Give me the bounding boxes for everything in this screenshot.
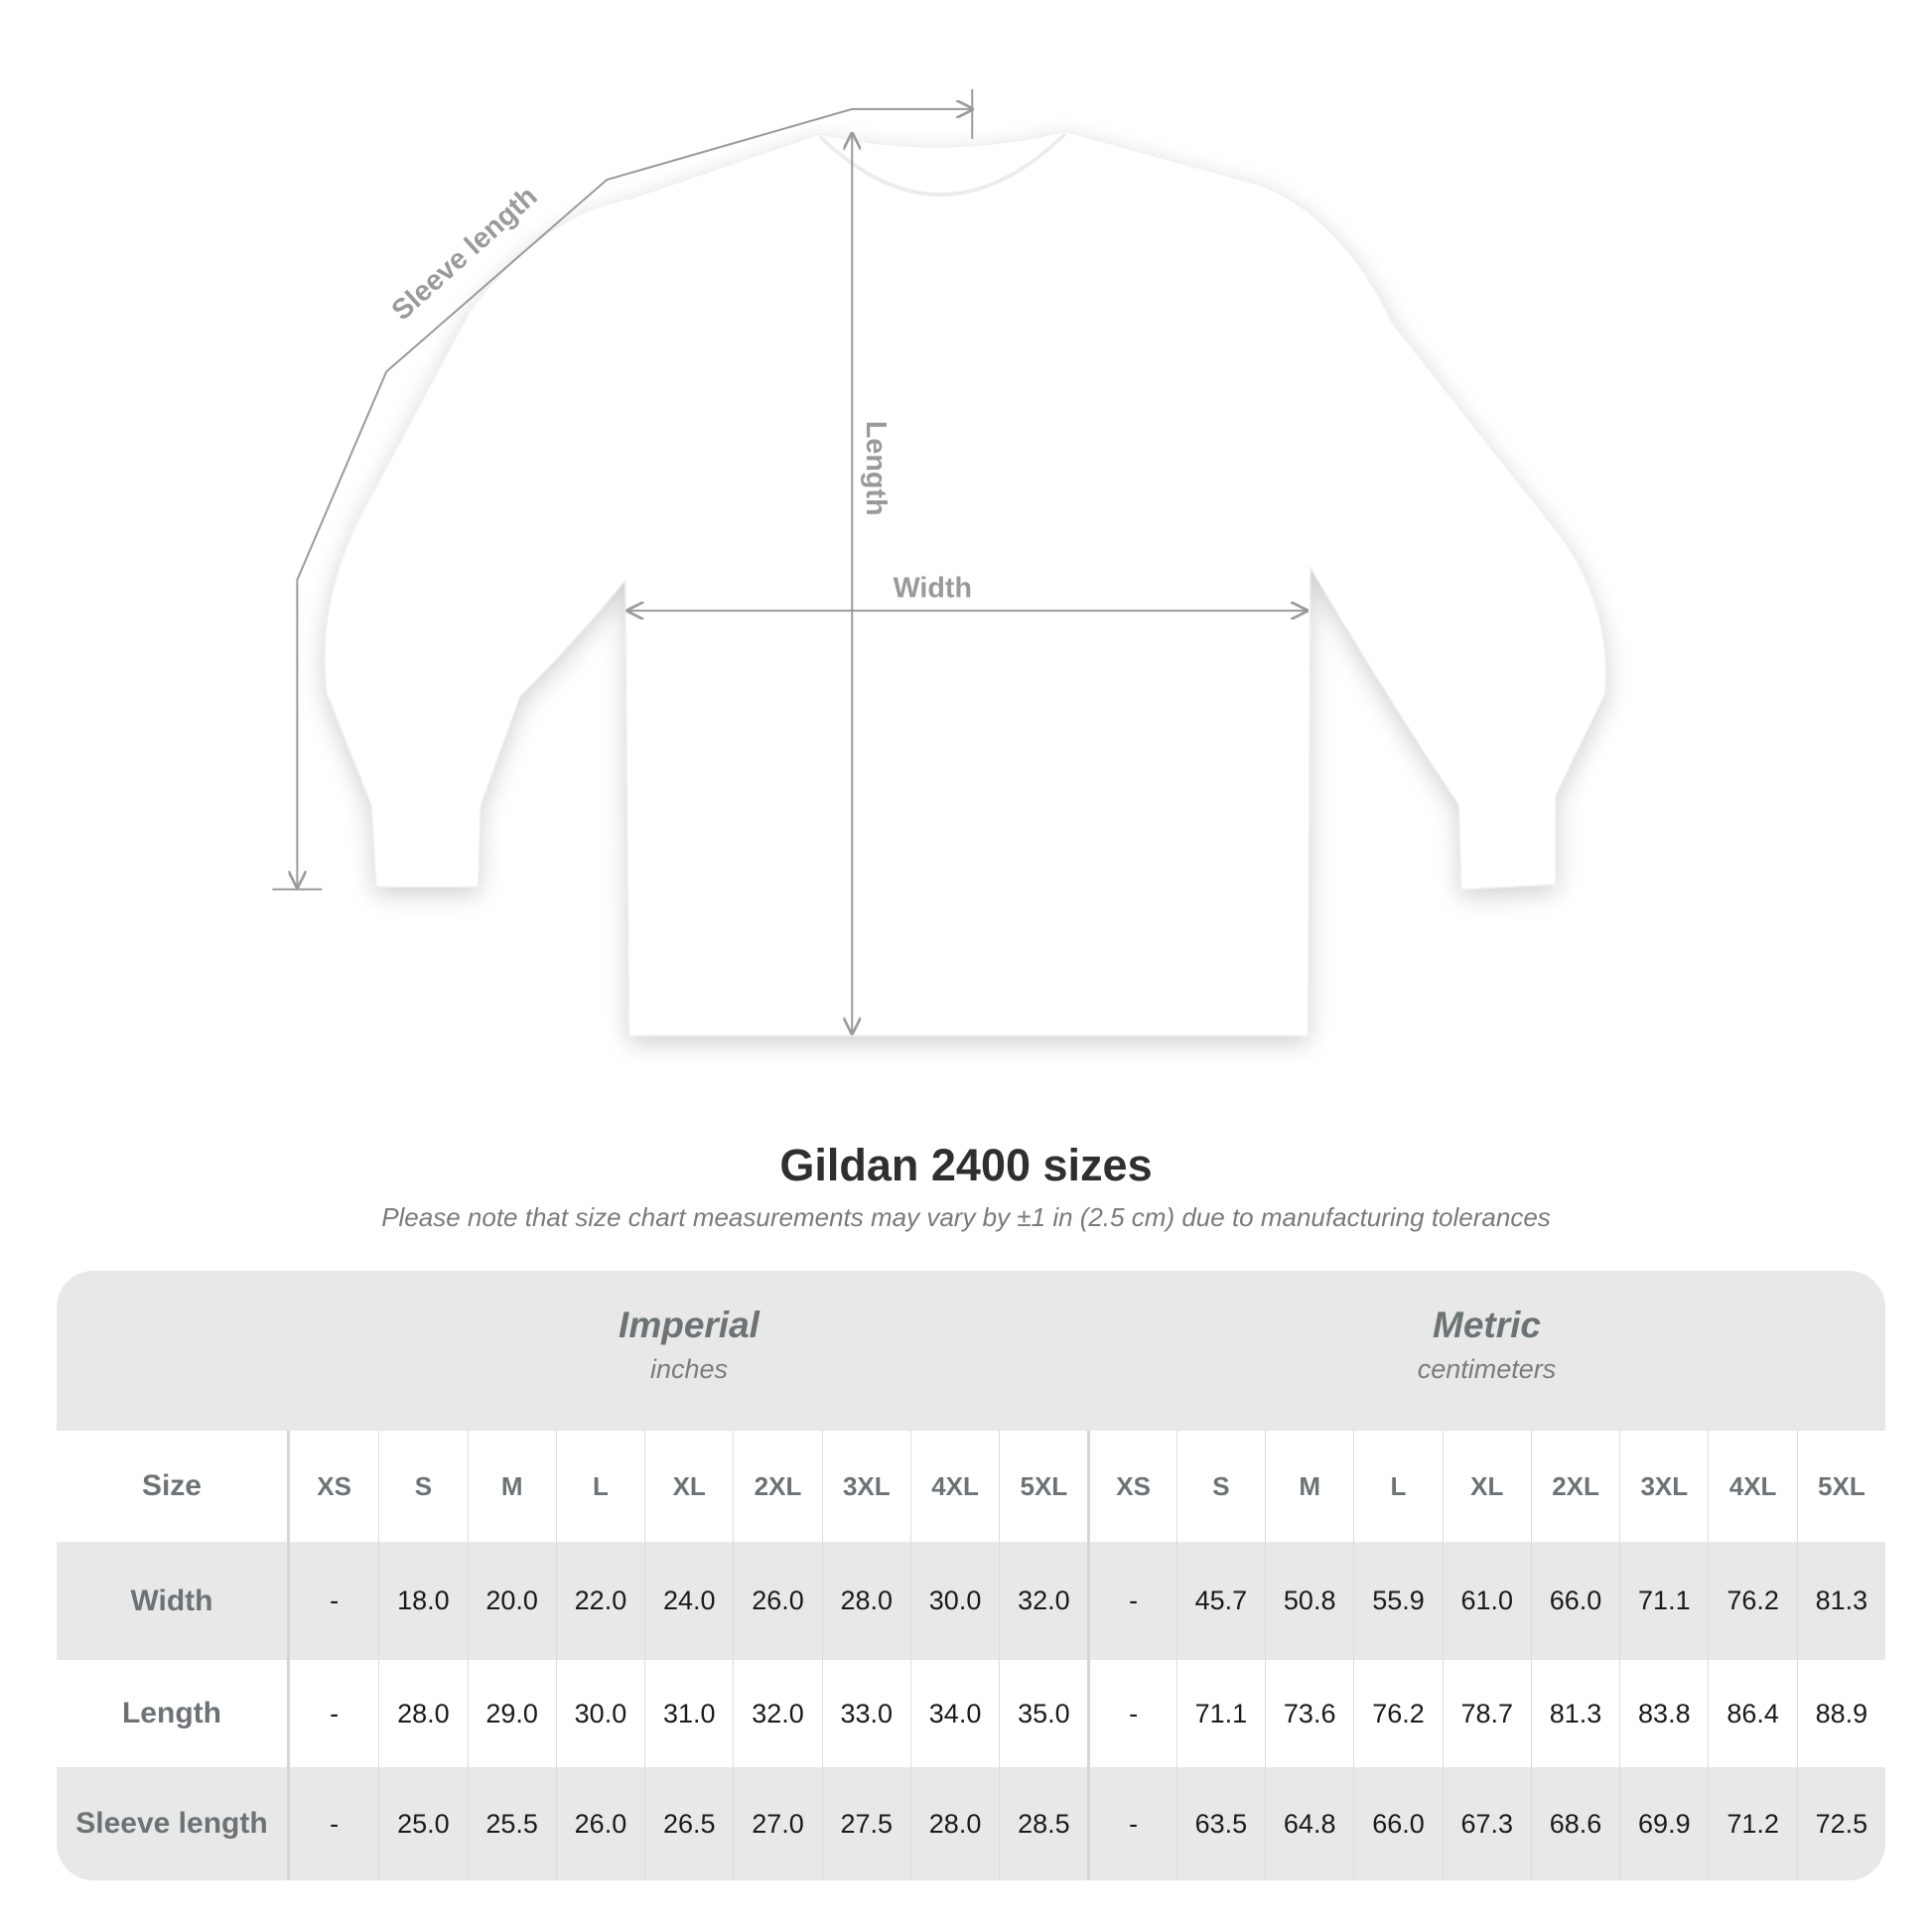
imperial-value-cell: 31.0: [644, 1660, 733, 1767]
imperial-value-cell: 26.0: [555, 1767, 644, 1880]
metric-title: Metric: [1433, 1305, 1541, 1345]
table-row-width: Width -18.0 20.0 22.0 24.0 26.0 28.0 30.0 32.0-4…: [57, 1542, 1885, 1660]
imperial-size-5xl: 5XL: [999, 1431, 1087, 1542]
imperial-size-4xl: 4XL: [909, 1431, 999, 1542]
imperial-value-cell: 24.0: [644, 1542, 733, 1660]
metric-size-m: M: [1265, 1431, 1353, 1542]
imperial-size-xs: XS: [317, 1470, 351, 1501]
metric-value-cell: 55.9: [1353, 1542, 1442, 1660]
imperial-title: Imperial: [619, 1305, 759, 1345]
metric-size-xs: XS: [1087, 1431, 1175, 1542]
metric-value-cell: 61.0: [1442, 1542, 1531, 1660]
chart-title: Gildan 2400 sizes: [779, 1140, 1153, 1190]
table-row-sleeve-length: Sleeve length -25.0 25.5 26.0 26.5 27.0 27.5 28…: [57, 1767, 1885, 1880]
metric-value-cell: 76.2: [1353, 1660, 1442, 1767]
imperial-value-cell: 30.0: [909, 1542, 999, 1660]
imperial-size-s: S: [378, 1431, 467, 1542]
unit-header-band: [57, 1271, 1885, 1431]
width-label: Width: [894, 572, 972, 604]
metric-value-cell: 81.3: [1796, 1542, 1885, 1660]
metric-value-cell: 78.7: [1442, 1660, 1531, 1767]
length-label: Length: [860, 421, 892, 516]
imperial-value-cell: 27.5: [821, 1767, 910, 1880]
imperial-value-cell: 35.0: [999, 1660, 1087, 1767]
imperial-size-3xl: 3XL: [821, 1431, 910, 1542]
metric-value-cell: -: [1087, 1767, 1175, 1880]
imperial-size-m: M: [467, 1431, 556, 1542]
imperial-value-cell: 32.0: [733, 1660, 821, 1767]
table-row-length: Length -28.0 29.0 30.0 31.0 32.0 33.0 34.0 35.0-…: [57, 1660, 1885, 1767]
imperial-value-cell: 33.0: [821, 1660, 910, 1767]
imperial-value-cell: 28.5: [999, 1767, 1087, 1880]
metric-value-cell: 71.1: [1175, 1660, 1265, 1767]
imperial-size-xl: XL: [644, 1431, 733, 1542]
imperial-value-cell: 22.0: [555, 1542, 644, 1660]
metric-value-cell: 71.2: [1708, 1767, 1796, 1880]
imperial-size-2xl: 2XL: [733, 1431, 821, 1542]
metric-header: Metric centimeters: [1088, 1271, 1885, 1431]
garment-diagram: Sleeve length Length Width: [272, 88, 1607, 1036]
size-column-label: Size: [57, 1431, 290, 1542]
imperial-value-cell: 28.0: [821, 1542, 910, 1660]
row-label: Length: [57, 1660, 290, 1767]
size-header-row: Size XS S M L XL 2XL 3XL 4XL 5XL XS S M L XL 2XL 3XL 4XL 5…: [57, 1431, 1885, 1542]
imperial-value-cell: -: [330, 1698, 340, 1728]
metric-value-cell: 45.7: [1175, 1542, 1265, 1660]
metric-value-cell: 71.1: [1619, 1542, 1708, 1660]
metric-value-cell: 66.0: [1353, 1767, 1442, 1880]
metric-size-l: L: [1353, 1431, 1442, 1542]
imperial-value-cell: 28.0: [909, 1767, 999, 1880]
imperial-value-cell: -: [330, 1808, 340, 1839]
imperial-value-cell: 28.0: [378, 1660, 467, 1767]
metric-value-cell: -: [1087, 1660, 1175, 1767]
metric-value-cell: 69.9: [1619, 1767, 1708, 1880]
imperial-value-cell: 18.0: [378, 1542, 467, 1660]
imperial-value-cell: 25.0: [378, 1767, 467, 1880]
metric-value-cell: 81.3: [1530, 1660, 1619, 1767]
metric-value-cell: 64.8: [1265, 1767, 1353, 1880]
metric-size-3xl: 3XL: [1619, 1431, 1708, 1542]
imperial-value-cell: -: [330, 1586, 340, 1615]
metric-value-cell: 63.5: [1175, 1767, 1265, 1880]
imperial-value-cell: 25.5: [467, 1767, 556, 1880]
imperial-value-cell: 26.0: [733, 1542, 821, 1660]
metric-value-cell: 68.6: [1530, 1767, 1619, 1880]
row-label: Sleeve length: [57, 1767, 290, 1880]
metric-value-cell: -: [1087, 1542, 1175, 1660]
imperial-value-cell: 34.0: [909, 1660, 999, 1767]
metric-value-cell: 83.8: [1619, 1660, 1708, 1767]
imperial-value-cell: 27.0: [733, 1767, 821, 1880]
metric-size-4xl: 4XL: [1708, 1431, 1796, 1542]
metric-size-xl: XL: [1442, 1431, 1531, 1542]
tolerance-note: Please note that size chart measurements…: [381, 1202, 1551, 1232]
imperial-value-cell: 20.0: [467, 1542, 556, 1660]
metric-value-cell: 88.9: [1796, 1660, 1885, 1767]
metric-value-cell: 66.0: [1530, 1542, 1619, 1660]
imperial-value-cell: 29.0: [467, 1660, 556, 1767]
metric-value-cell: 50.8: [1265, 1542, 1353, 1660]
metric-value-cell: 73.6: [1265, 1660, 1353, 1767]
sleeve-length-measure: [272, 88, 972, 891]
imperial-size-l: L: [555, 1431, 644, 1542]
imperial-value-cell: 26.5: [644, 1767, 733, 1880]
imperial-unit: inches: [649, 1354, 729, 1384]
metric-unit: centimeters: [1417, 1354, 1557, 1384]
row-label: Width: [57, 1542, 290, 1660]
metric-size-s: S: [1175, 1431, 1265, 1542]
metric-value-cell: 72.5: [1796, 1767, 1885, 1880]
metric-value-cell: 86.4: [1708, 1660, 1796, 1767]
metric-size-5xl: 5XL: [1796, 1431, 1885, 1542]
metric-value-cell: 67.3: [1442, 1767, 1531, 1880]
imperial-value-cell: 30.0: [555, 1660, 644, 1767]
size-table: Imperial inches Metric centimeters Size X…: [57, 1271, 1885, 1880]
metric-size-2xl: 2XL: [1530, 1431, 1619, 1542]
imperial-header: Imperial inches: [290, 1271, 1088, 1431]
metric-value-cell: 76.2: [1708, 1542, 1796, 1660]
imperial-value-cell: 32.0: [999, 1542, 1087, 1660]
